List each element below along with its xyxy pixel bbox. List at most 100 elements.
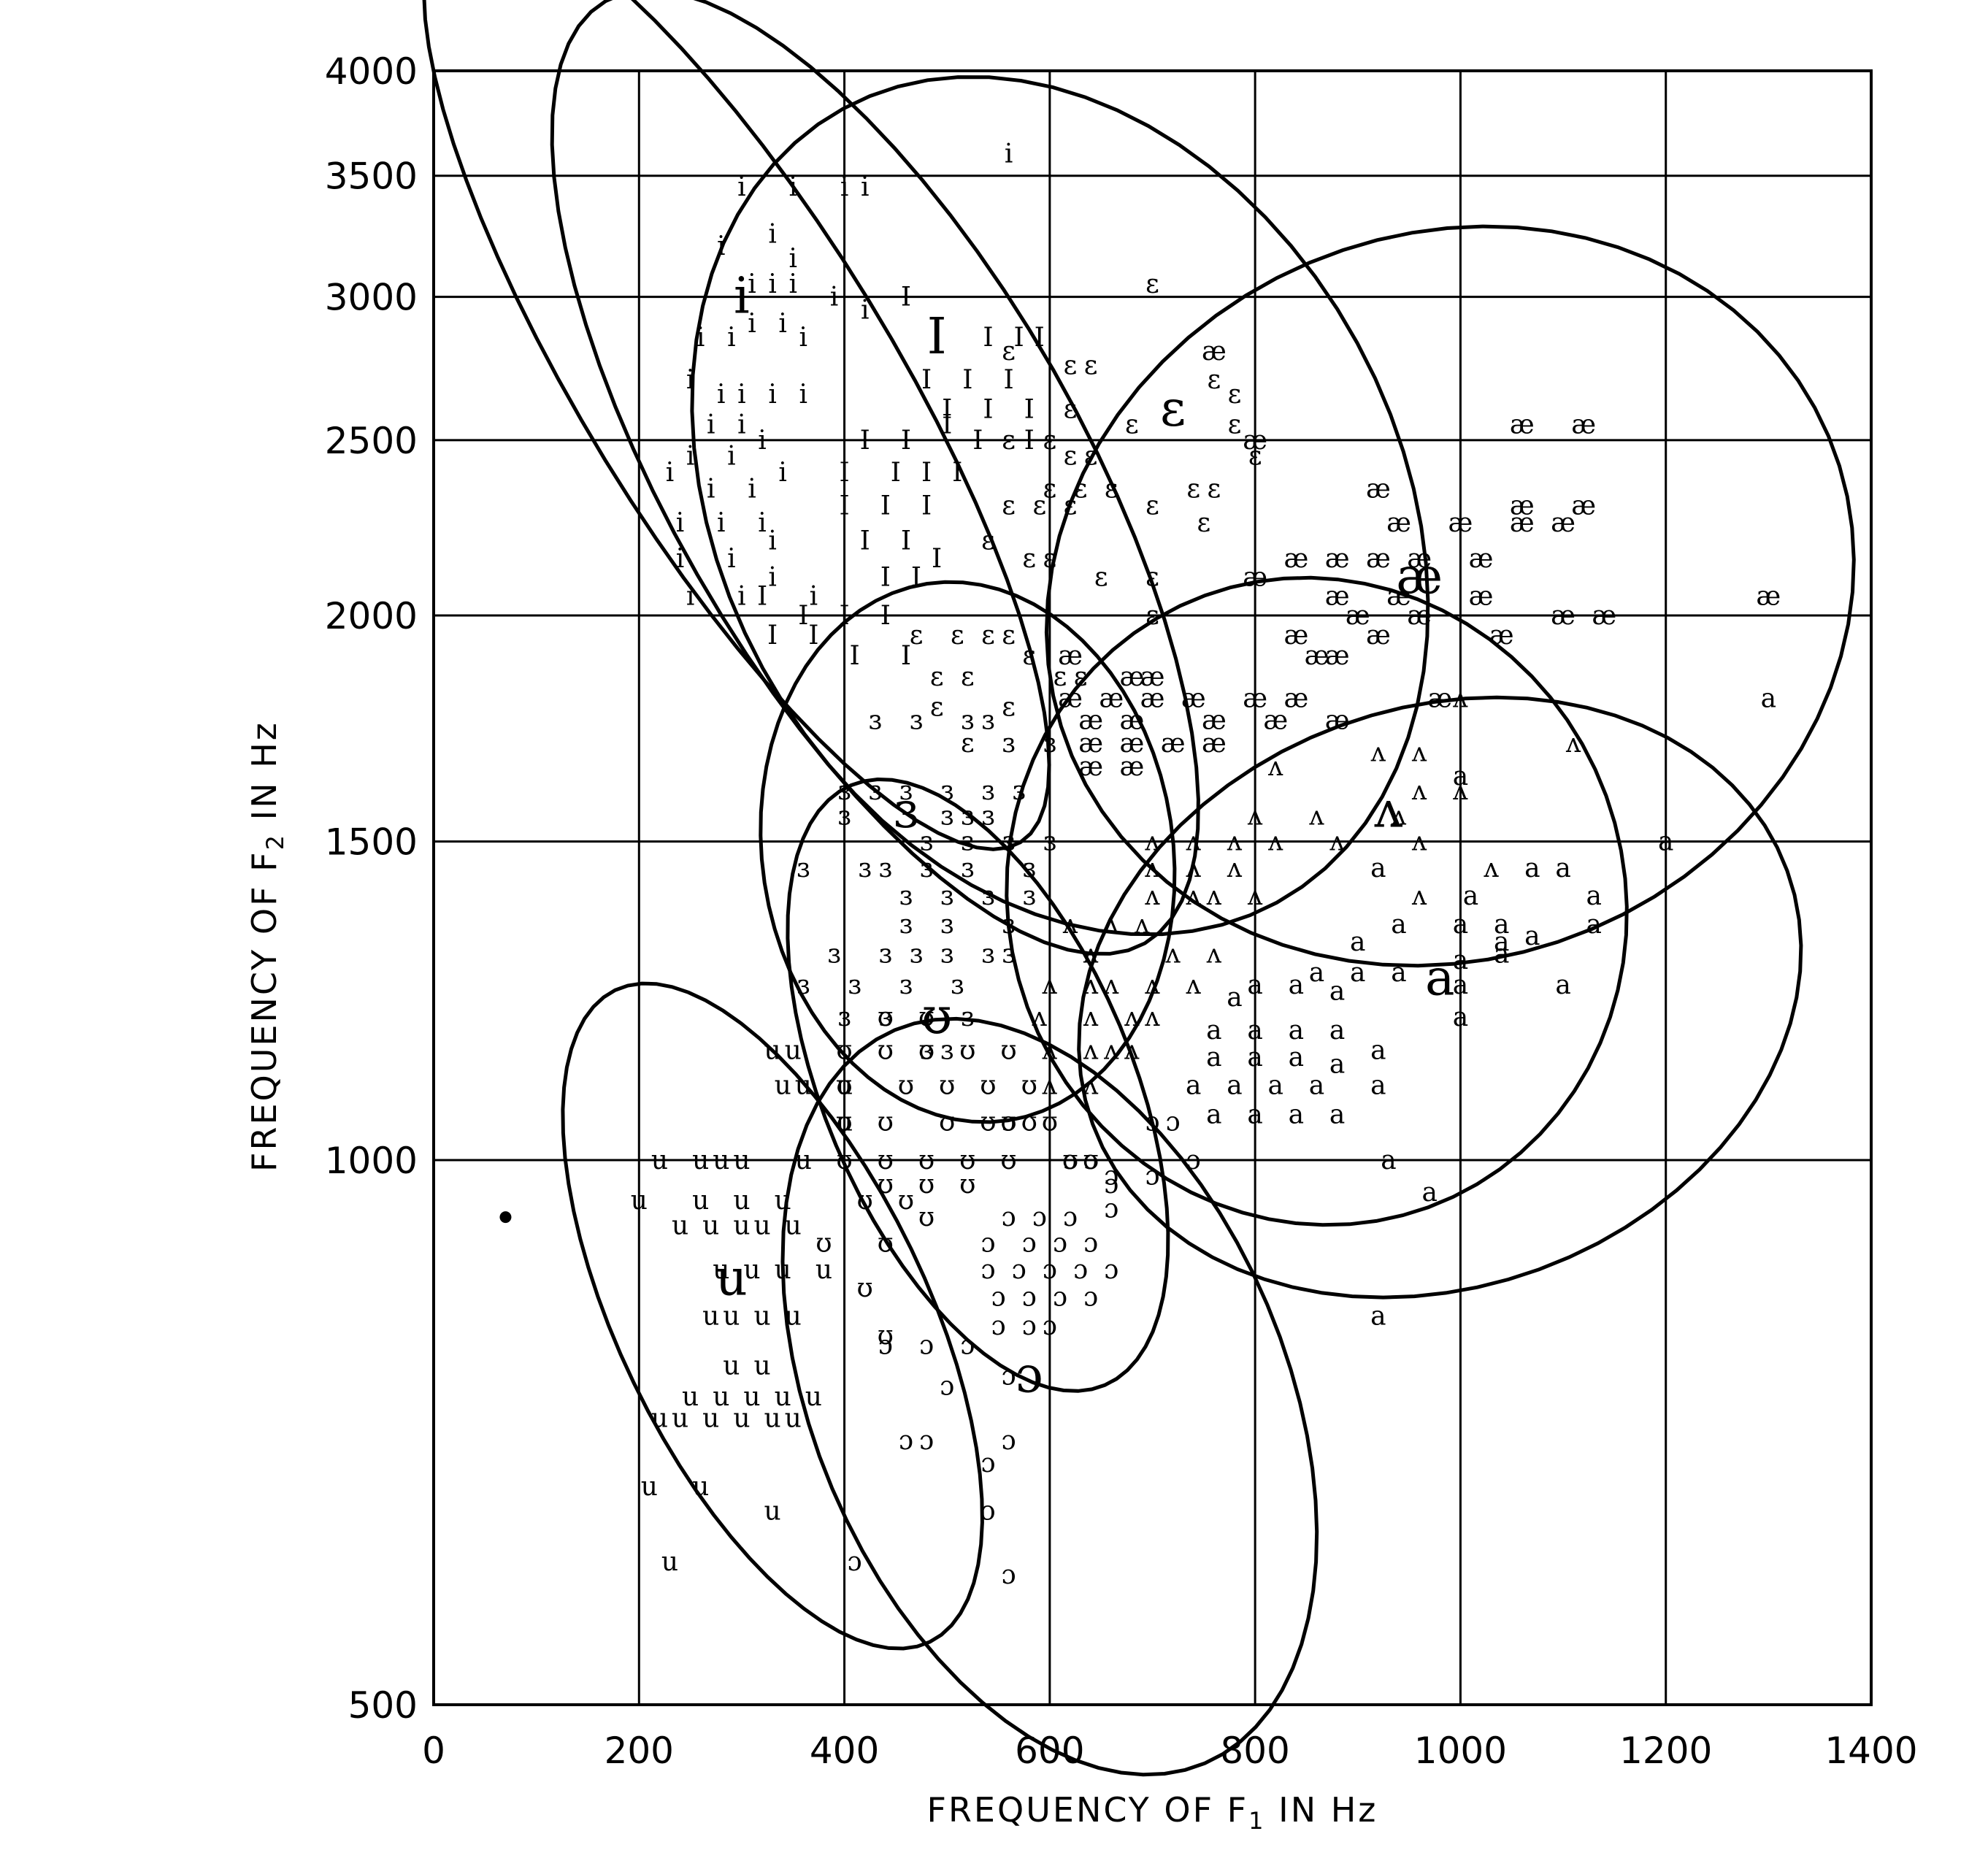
point-a: a	[1350, 958, 1365, 988]
point-a: a	[1186, 1070, 1201, 1100]
point-u: u	[764, 1496, 781, 1526]
point-ʌ: ʌ	[1083, 1070, 1099, 1100]
point-ɜ: ɜ	[899, 910, 913, 940]
point-æ: æ	[1407, 601, 1432, 631]
point-i: i	[748, 309, 756, 339]
point-u: u	[702, 1404, 719, 1434]
y-tick-label: 1000	[325, 1140, 418, 1182]
point-ɛ: ɛ	[1002, 337, 1016, 366]
point-u: u	[733, 1404, 750, 1434]
point-ʊ: ʊ	[878, 1145, 894, 1175]
point-ɜ: ɜ	[910, 706, 923, 736]
centroid-label-I: I	[927, 308, 947, 366]
point-I: I	[839, 491, 849, 521]
point-æ: æ	[1263, 706, 1288, 736]
point-ʊ: ʊ	[918, 1036, 934, 1066]
x-tick-label: 1400	[1824, 1730, 1917, 1772]
point-ɛ: ɛ	[961, 662, 975, 692]
point-ɜ: ɜ	[961, 827, 974, 857]
point-u: u	[651, 1404, 668, 1434]
point-ʌ: ʌ	[1103, 910, 1119, 940]
point-ɛ: ɛ	[1002, 621, 1016, 650]
point-I: I	[983, 395, 993, 425]
point-ɜ: ɜ	[869, 776, 882, 806]
point-ɔ: ɔ	[991, 1311, 1005, 1341]
point-i: i	[717, 380, 726, 410]
point-ɛ: ɛ	[1145, 491, 1159, 521]
point-ɛ: ɛ	[1002, 426, 1016, 456]
point-ʌ: ʌ	[1411, 881, 1427, 911]
point-u: u	[785, 1211, 802, 1241]
point-I: I	[921, 491, 932, 521]
point-I: I	[972, 426, 983, 456]
point-ɜ: ɜ	[961, 706, 974, 736]
point-ɛ: ɛ	[1022, 544, 1036, 574]
point-a: a	[1289, 970, 1304, 1000]
point-a: a	[1227, 983, 1242, 1013]
point-ʊ: ʊ	[959, 1170, 975, 1200]
point-I: I	[839, 458, 849, 488]
point-ʊ: ʊ	[918, 1002, 934, 1032]
point-i: i	[748, 474, 756, 504]
point-æ: æ	[1510, 508, 1535, 538]
point-i: i	[778, 458, 787, 488]
point-ʌ: ʌ	[1042, 1036, 1058, 1066]
point-I: I	[808, 621, 818, 650]
point-ɛ: ɛ	[1002, 491, 1016, 521]
point-ʊ: ʊ	[878, 1170, 894, 1200]
centroid-label-ɜ: ɜ	[894, 781, 919, 839]
point-u: u	[733, 1186, 750, 1216]
point-i: i	[768, 380, 777, 410]
point-ɛ: ɛ	[1054, 662, 1067, 692]
point-ɔ: ɔ	[1053, 1228, 1067, 1258]
point-ɔ: ɔ	[1022, 1311, 1037, 1341]
x-tick-label: 600	[1015, 1730, 1084, 1772]
point-u: u	[702, 1302, 719, 1332]
point-æ: æ	[1099, 683, 1124, 713]
point-i: i	[717, 508, 726, 538]
point-ɔ: ɔ	[1022, 1283, 1037, 1313]
point-ɛ: ɛ	[1186, 474, 1200, 504]
point-I: I	[860, 426, 870, 456]
point-ɜ: ɜ	[981, 940, 994, 970]
point-ɔ: ɔ	[1022, 1228, 1037, 1258]
point-i: i	[768, 219, 777, 249]
point-a: a	[1494, 940, 1509, 970]
point-a: a	[1309, 958, 1324, 988]
point-ʊ: ʊ	[878, 1002, 894, 1032]
point-ʊ: ʊ	[939, 1107, 955, 1137]
point-u: u	[775, 1255, 791, 1285]
point-u: u	[682, 1382, 699, 1412]
point-ɜ: ɜ	[961, 801, 974, 831]
point-ʌ: ʌ	[1370, 738, 1386, 768]
point-ɜ: ɜ	[961, 1002, 974, 1032]
point-ʊ: ʊ	[836, 1036, 852, 1066]
point-ɔ: ɔ	[1063, 1202, 1078, 1232]
point-ɜ: ɜ	[920, 853, 933, 883]
point-u: u	[795, 1070, 812, 1100]
point-ɔ: ɔ	[980, 1255, 995, 1285]
point-ɜ: ɜ	[940, 940, 953, 970]
point-ɔ: ɔ	[919, 1331, 934, 1361]
point-ɜ: ɜ	[879, 853, 892, 883]
point-ʌ: ʌ	[1103, 970, 1119, 1000]
point-æ: æ	[1448, 508, 1473, 538]
point-ɜ: ɜ	[920, 827, 933, 857]
point-ɜ: ɜ	[899, 970, 913, 1000]
point-I: I	[839, 601, 849, 631]
point-I: I	[942, 395, 952, 425]
point-ɛ: ɛ	[910, 621, 924, 650]
point-ɔ: ɔ	[1043, 1311, 1057, 1341]
point-a: a	[1206, 1016, 1221, 1045]
x-tick-label: 0	[422, 1730, 445, 1772]
point-u: u	[753, 1351, 770, 1381]
point-ɛ: ɛ	[1022, 641, 1036, 671]
point-ʊ: ʊ	[1021, 1107, 1037, 1137]
point-ɜ: ɜ	[1013, 776, 1026, 806]
point-ʌ: ʌ	[1227, 853, 1243, 883]
point-i: i	[788, 244, 797, 274]
point-a: a	[1524, 921, 1540, 951]
point-u: u	[785, 1404, 802, 1434]
